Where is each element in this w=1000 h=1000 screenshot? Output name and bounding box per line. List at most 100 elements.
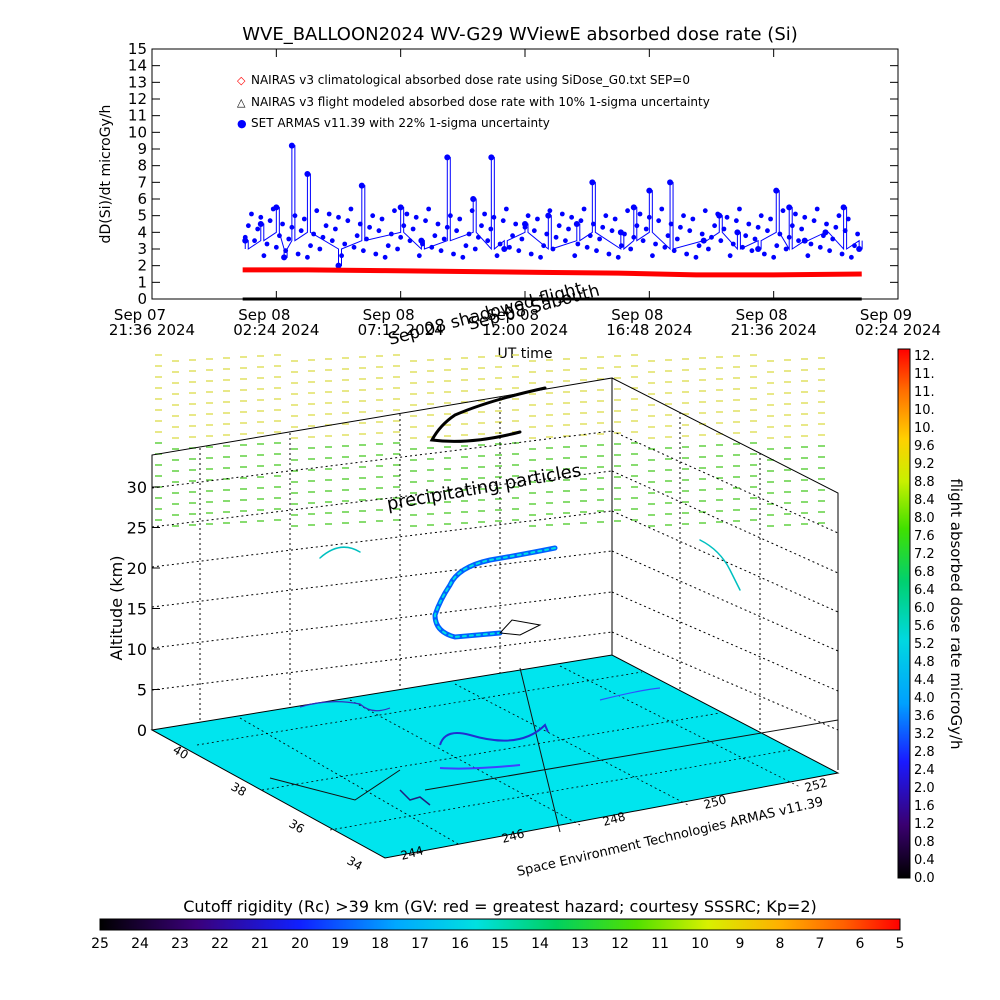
dose-colorbar-tick: 7.2 — [914, 547, 935, 562]
armas-point — [761, 251, 767, 257]
armas-point — [258, 214, 264, 220]
armas-point — [277, 233, 282, 239]
armas-point — [351, 244, 357, 250]
armas-point — [432, 233, 438, 239]
armas-point — [423, 218, 428, 224]
dose-colorbar-tick: 2.4 — [914, 763, 935, 778]
annotation-precipitating-particles: precipitating particles — [385, 460, 582, 515]
armas-point — [454, 228, 460, 234]
y-tick-label: 2 — [137, 257, 147, 275]
armas-point — [628, 246, 634, 252]
armas-point — [852, 243, 857, 249]
dose-colorbar-tick: 1.2 — [914, 817, 935, 832]
x-tick-date: Sep 08 — [487, 306, 539, 324]
armas-point — [774, 243, 780, 249]
armas-point — [765, 228, 770, 234]
armas-point — [578, 218, 584, 224]
armas-point — [716, 212, 723, 219]
armas-point — [441, 236, 447, 242]
armas-point — [727, 253, 733, 259]
armas-point — [519, 236, 525, 242]
rigidity-colorbar-tick: 10 — [691, 936, 709, 952]
armas-point — [678, 224, 683, 230]
dose-colorbar-tick: 0.0 — [914, 871, 935, 886]
armas-point — [737, 206, 742, 212]
armas-point — [671, 248, 677, 254]
armas-point — [630, 204, 637, 211]
z-tick-label: 25 — [127, 519, 147, 538]
armas-point — [777, 231, 783, 237]
armas-point — [796, 238, 801, 244]
ground-track — [299, 687, 661, 806]
nairas-climatological-series — [242, 267, 862, 278]
armas-point — [827, 248, 833, 254]
y-tick-label: 12 — [128, 90, 147, 108]
armas-point — [699, 231, 705, 237]
lat-tick-label: 38 — [229, 779, 249, 799]
armas-point — [730, 241, 736, 247]
dose-colorbar-tick: 6.4 — [914, 583, 935, 598]
armas-point — [780, 208, 786, 214]
armas-point — [329, 238, 335, 244]
y-tick-label: 0 — [137, 290, 147, 308]
armas-point — [544, 231, 550, 237]
armas-point — [545, 212, 552, 219]
y-tick-label: 10 — [128, 123, 147, 141]
dose-colorbar-ticks: 12. 11. 11. 10. 10. 9.6 9.2 8.8 8.4 8.0 7.6 7.2 6.8 6… — [914, 349, 935, 886]
dose-colorbar-tick: 6.8 — [914, 565, 935, 580]
armas-point — [634, 223, 640, 229]
armas-point — [553, 234, 559, 240]
x-tick-time: 21:36 2024 — [731, 321, 817, 339]
armas-point — [354, 233, 360, 239]
x-tick-date: Sep 07 — [114, 306, 166, 324]
armas-point — [513, 221, 519, 227]
dose-colorbar-tick: 6.0 — [914, 601, 935, 616]
armas-point — [448, 213, 453, 219]
armas-point — [398, 234, 404, 240]
armas-point — [590, 221, 596, 227]
armas-point — [257, 221, 264, 227]
armas-point — [718, 238, 724, 244]
armas-point — [497, 241, 503, 247]
armas-point — [273, 204, 280, 211]
armas-point — [460, 254, 466, 260]
x-tick-time: 16:48 2024 — [606, 321, 692, 339]
z-tick-label: 20 — [127, 559, 147, 578]
armas-point — [606, 251, 612, 257]
rigidity-colorbar-tick: 15 — [491, 936, 509, 952]
armas-point — [469, 208, 475, 214]
dose-colorbar-tick: 0.4 — [914, 853, 935, 868]
armas-point — [261, 253, 267, 259]
x-tick-time: 21:36 2024 — [109, 321, 195, 339]
rigidity-colorbar — [99, 918, 901, 931]
armas-point — [618, 243, 624, 249]
legend-marker-flight: △ — [237, 96, 246, 109]
armas-point — [416, 253, 422, 259]
armas-point — [752, 236, 758, 242]
armas-point — [482, 211, 487, 217]
altitude-axis-label: Altitude (km) — [107, 556, 126, 661]
armas-point — [700, 237, 707, 244]
y-axis-label: dD(Si)/dt microGy/h — [98, 105, 114, 244]
armas-point — [702, 208, 708, 214]
armas-point — [407, 238, 413, 244]
rigidity-colorbar-tick: 22 — [211, 936, 229, 952]
x-tick-time: 02:24 2024 — [233, 321, 319, 339]
armas-point — [749, 248, 755, 254]
dose-colorbar-tick: 7.6 — [914, 529, 935, 544]
armas-point — [516, 248, 522, 254]
armas-point — [817, 244, 823, 250]
armas-point — [755, 224, 761, 230]
armas-point — [332, 226, 338, 232]
armas-point — [646, 214, 652, 220]
floor-grid — [196, 665, 839, 846]
chart-title: WVE_BALLOON2024 WV-G29 WViewE absorbed d… — [242, 24, 798, 45]
armas-point — [379, 216, 385, 222]
armas-point — [280, 221, 285, 227]
armas-point — [538, 254, 543, 260]
legend-label-armas: SET ARMAS v11.39 with 22% 1-sigma uncert… — [251, 116, 550, 130]
armas-point — [840, 204, 847, 211]
rigidity-colorbar-tick: 14 — [531, 936, 549, 952]
armas-point — [637, 211, 643, 217]
armas-point — [802, 214, 808, 220]
